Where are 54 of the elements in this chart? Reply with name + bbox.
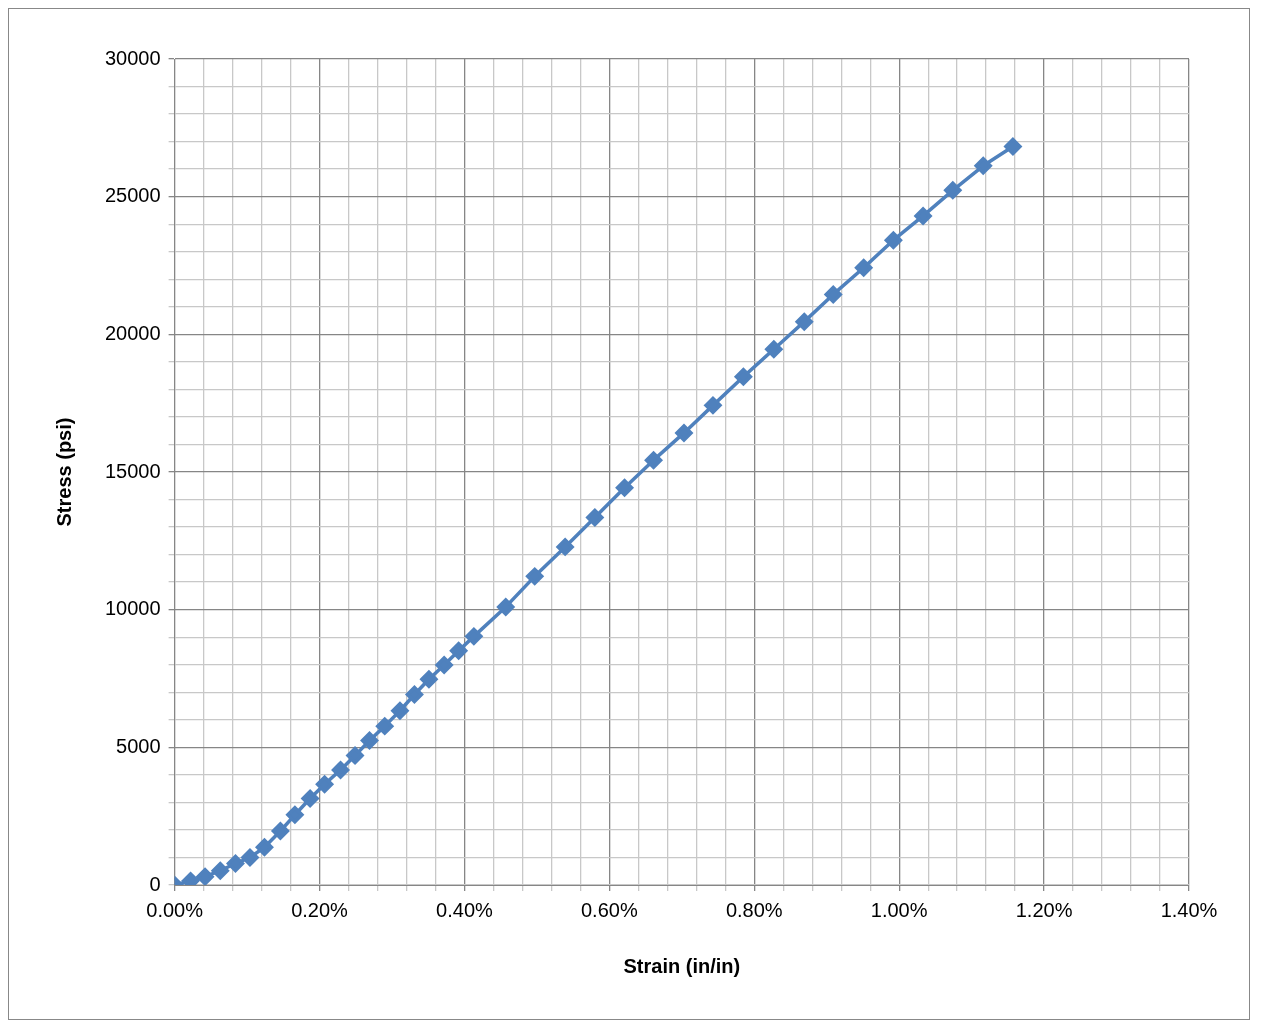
y-tick-label: 0	[149, 872, 161, 895]
point	[884, 231, 903, 249]
x-tick-label: 0.60%	[580, 898, 638, 921]
x-tick-label: 1.20%	[1015, 898, 1073, 921]
point	[615, 478, 634, 497]
point	[854, 258, 873, 277]
point	[644, 451, 663, 469]
point	[586, 508, 604, 527]
y-tick-label: 20000	[104, 321, 161, 344]
point	[301, 789, 319, 808]
point	[734, 367, 753, 386]
x-tick-label: 1.40%	[1160, 898, 1218, 921]
point	[974, 157, 992, 175]
point	[765, 340, 783, 358]
x-tick-label: 0.20%	[291, 898, 349, 921]
point	[420, 670, 438, 689]
point	[405, 685, 424, 704]
point	[449, 641, 468, 660]
y-tick-label: 15000	[104, 459, 161, 482]
point	[286, 806, 304, 824]
x-tick-label: 0.00%	[146, 898, 204, 921]
point	[315, 775, 334, 793]
point	[331, 761, 350, 779]
point	[704, 396, 722, 415]
y-axis-title: Stress (psi)	[52, 417, 75, 527]
point	[914, 207, 932, 225]
y-tick-label: 5000	[116, 734, 161, 757]
point	[255, 838, 274, 857]
point	[795, 312, 814, 331]
point	[496, 598, 515, 616]
point	[271, 822, 290, 840]
point	[241, 848, 259, 867]
point	[675, 424, 693, 442]
point	[435, 656, 453, 674]
point	[525, 567, 544, 586]
point	[211, 861, 230, 880]
point	[375, 717, 394, 735]
point	[226, 854, 245, 873]
x-axis-title: Strain (in/in)	[623, 954, 741, 977]
point	[465, 627, 483, 646]
point	[1004, 137, 1022, 156]
y-tick-label: 25000	[104, 184, 161, 207]
x-tick-label: 0.80%	[725, 898, 783, 921]
point	[556, 538, 574, 556]
x-tick-label: 0.40%	[436, 898, 494, 921]
point	[360, 731, 379, 750]
y-tick-label: 10000	[104, 597, 161, 620]
point	[824, 285, 842, 304]
point	[944, 181, 962, 200]
point	[391, 701, 409, 720]
point	[196, 867, 214, 885]
y-tick-label: 30000	[104, 46, 161, 69]
x-tick-label: 1.00%	[870, 898, 928, 921]
point	[346, 746, 364, 765]
